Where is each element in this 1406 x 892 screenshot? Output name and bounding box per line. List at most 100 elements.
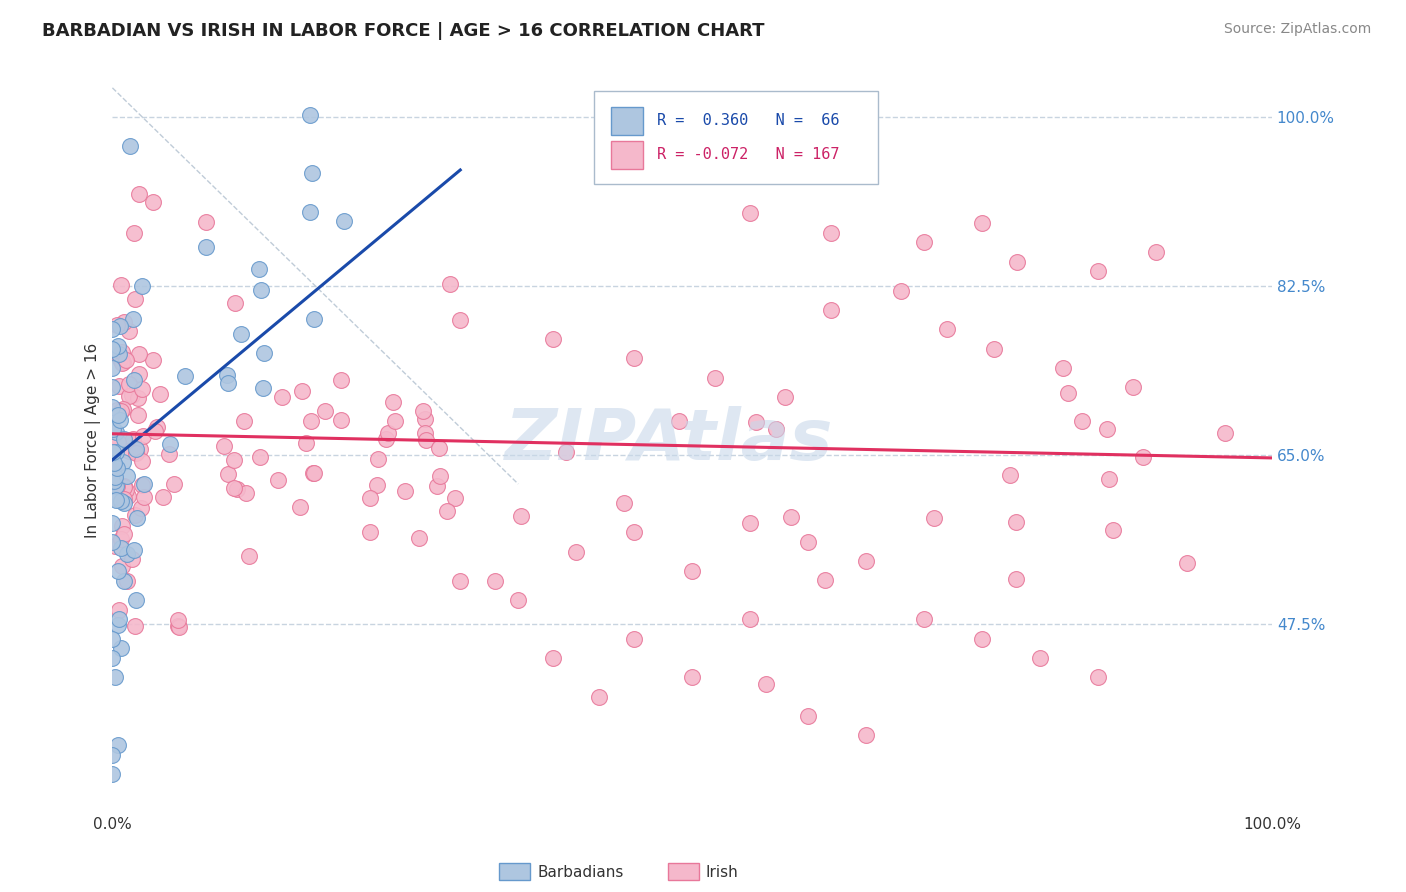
Point xyxy=(131,278,153,293)
Point xyxy=(118,138,141,153)
Point xyxy=(112,432,135,446)
Point xyxy=(217,368,239,382)
Point xyxy=(101,767,124,781)
Point xyxy=(114,483,136,497)
Point xyxy=(128,347,150,361)
Point xyxy=(101,632,124,646)
Point xyxy=(1071,414,1094,428)
Point xyxy=(271,390,294,404)
Point xyxy=(111,559,134,574)
Point xyxy=(132,490,155,504)
Point xyxy=(302,466,325,480)
Point xyxy=(103,428,125,442)
Point xyxy=(195,215,218,229)
Point xyxy=(541,651,564,665)
Point xyxy=(381,395,404,409)
Point xyxy=(1005,515,1028,529)
Point xyxy=(359,524,381,539)
Point xyxy=(107,434,129,449)
Point xyxy=(108,612,131,626)
Point xyxy=(412,404,434,418)
Point xyxy=(1175,556,1198,570)
Point xyxy=(118,324,141,338)
Point xyxy=(131,500,153,515)
Text: Barbadians: Barbadians xyxy=(537,865,623,880)
Point xyxy=(101,342,124,356)
FancyBboxPatch shape xyxy=(612,107,644,136)
Point xyxy=(224,296,246,310)
Point xyxy=(613,496,636,510)
FancyBboxPatch shape xyxy=(593,91,877,184)
Point xyxy=(1122,380,1144,394)
Point xyxy=(773,390,796,404)
Point xyxy=(780,510,803,524)
Point xyxy=(146,420,169,434)
Point xyxy=(912,235,935,250)
Point xyxy=(194,240,217,254)
Point xyxy=(112,527,135,541)
Point xyxy=(132,429,155,443)
Point xyxy=(855,728,877,742)
Point xyxy=(814,573,837,587)
Point xyxy=(131,382,153,396)
Point xyxy=(107,738,129,752)
Point xyxy=(115,547,138,561)
Point xyxy=(112,455,135,469)
Text: Source: ZipAtlas.com: Source: ZipAtlas.com xyxy=(1223,22,1371,37)
Point xyxy=(105,425,128,439)
Point xyxy=(436,504,458,518)
Point xyxy=(101,422,124,436)
Point xyxy=(740,516,762,530)
Point xyxy=(449,574,471,588)
Point xyxy=(107,409,129,423)
Point xyxy=(111,519,134,533)
Point xyxy=(112,496,135,510)
Point xyxy=(110,541,132,555)
Point xyxy=(163,477,186,491)
Point xyxy=(111,356,134,370)
Point xyxy=(299,413,322,427)
Point xyxy=(444,491,467,506)
Point xyxy=(103,463,125,477)
Point xyxy=(426,479,449,493)
Point xyxy=(740,206,762,220)
Point xyxy=(299,108,322,122)
Point xyxy=(295,436,318,450)
Point xyxy=(173,369,195,384)
Point xyxy=(121,312,143,326)
Point xyxy=(668,414,690,428)
Point xyxy=(797,709,820,723)
Point xyxy=(105,479,128,493)
Point xyxy=(167,613,190,627)
Point xyxy=(1052,361,1074,376)
Point xyxy=(1056,385,1078,400)
Point xyxy=(1132,450,1154,464)
Point xyxy=(110,404,132,418)
Point xyxy=(1144,245,1167,260)
Text: BARBADIAN VS IRISH IN LABOR FORCE | AGE > 16 CORRELATION CHART: BARBADIAN VS IRISH IN LABOR FORCE | AGE … xyxy=(42,22,765,40)
Point xyxy=(298,205,321,219)
Point xyxy=(226,482,249,496)
Point xyxy=(152,490,174,504)
Point xyxy=(149,387,172,401)
Point xyxy=(101,747,124,762)
Point xyxy=(301,166,323,180)
Point xyxy=(111,401,134,416)
Point xyxy=(249,450,271,465)
Point xyxy=(1215,425,1237,440)
Point xyxy=(509,508,531,523)
Point xyxy=(1087,670,1109,684)
Point xyxy=(112,315,135,329)
Point xyxy=(377,426,399,441)
Point xyxy=(104,470,127,484)
Point xyxy=(117,489,139,503)
Point xyxy=(124,542,146,557)
Point xyxy=(104,493,127,508)
Point xyxy=(143,424,166,438)
Point xyxy=(124,619,146,633)
Point xyxy=(333,214,356,228)
Point xyxy=(108,347,131,361)
Point xyxy=(124,444,146,458)
Point xyxy=(855,554,877,568)
Point xyxy=(112,479,135,493)
